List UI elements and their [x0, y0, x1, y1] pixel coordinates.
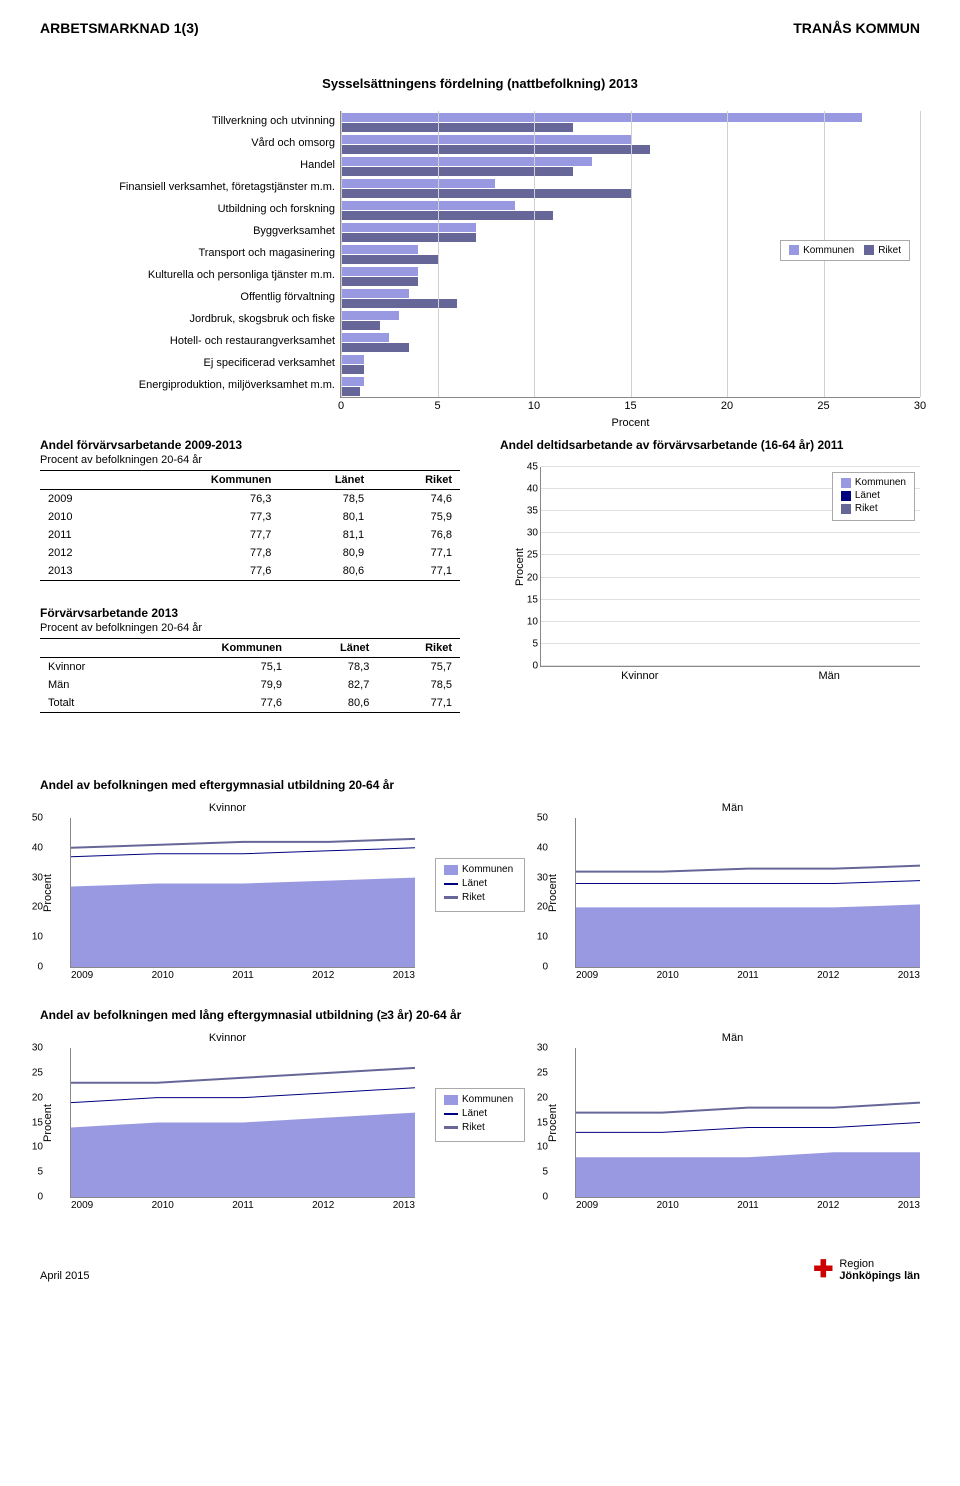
hbar-category-label: Tillverkning och utvinning	[40, 111, 335, 133]
table2-title: Förvärvsarbetande 2013	[40, 606, 460, 620]
employed-table: KommunenLänetRiket200976,378,574,6201077…	[40, 470, 460, 581]
footer-logo: ✚ Region Jönköpings län	[813, 1258, 920, 1282]
hbar-category-label: Offentlig förvaltning	[40, 287, 335, 309]
hbar-category-label: Jordbruk, skogsbruk och fiske	[40, 309, 335, 331]
hbar-category-label: Transport och magasinering	[40, 243, 335, 265]
hbar-category-label: Energiproduktion, miljöverksamhet m.m.	[40, 375, 335, 397]
hbar-category-label: Kulturella och personliga tjänster m.m.	[40, 265, 335, 287]
hbar-category-label: Utbildning och forskning	[40, 199, 335, 221]
hbar-chart: Tillverkning och utvinningVård och omsor…	[40, 111, 920, 398]
parttime-chart: Procent 051015202530354045 KvinnorMän Ko…	[540, 467, 920, 667]
page-header: ARBETSMARKNAD 1(3) TRANÅS KOMMUN	[40, 20, 920, 36]
plus-icon: ✚	[813, 1258, 833, 1282]
hbar-xlabel: Procent	[612, 417, 650, 429]
edu-long-title: Andel av befolkningen med lång eftergymn…	[40, 1008, 920, 1022]
footer-date: April 2015	[40, 1270, 90, 1282]
page-footer: April 2015 ✚ Region Jönköpings län	[40, 1258, 920, 1282]
hbar-category-label: Handel	[40, 155, 335, 177]
header-right: TRANÅS KOMMUN	[793, 20, 920, 36]
table1-title: Andel förvärvsarbetande 2009-2013	[40, 438, 460, 452]
table2-subtitle: Procent av befolkningen 20-64 år	[40, 622, 460, 634]
hbar-category-label: Finansiell verksamhet, företagstjänster …	[40, 177, 335, 199]
edu-title: Andel av befolkningen med eftergymnasial…	[40, 778, 920, 792]
hbar-legend: Kommunen Riket	[780, 240, 910, 261]
hbar-category-label: Hotell- och restaurangverksamhet	[40, 331, 335, 353]
hbar-category-label: Byggverksamhet	[40, 221, 335, 243]
hbar-title: Sysselsättningens fördelning (nattbefolk…	[40, 76, 920, 91]
vbar-title: Andel deltidsarbetande av förvärvsarbeta…	[500, 438, 920, 452]
header-left: ARBETSMARKNAD 1(3)	[40, 20, 199, 36]
table1-subtitle: Procent av befolkningen 20-64 år	[40, 454, 460, 466]
hbar-category-label: Vård och omsorg	[40, 133, 335, 155]
vbar-legend: Kommunen Länet Riket	[832, 472, 915, 521]
hbar-category-label: Ej specificerad verksamhet	[40, 353, 335, 375]
employed2013-table: KommunenLänetRiketKvinnor75,178,375,7Män…	[40, 638, 460, 713]
